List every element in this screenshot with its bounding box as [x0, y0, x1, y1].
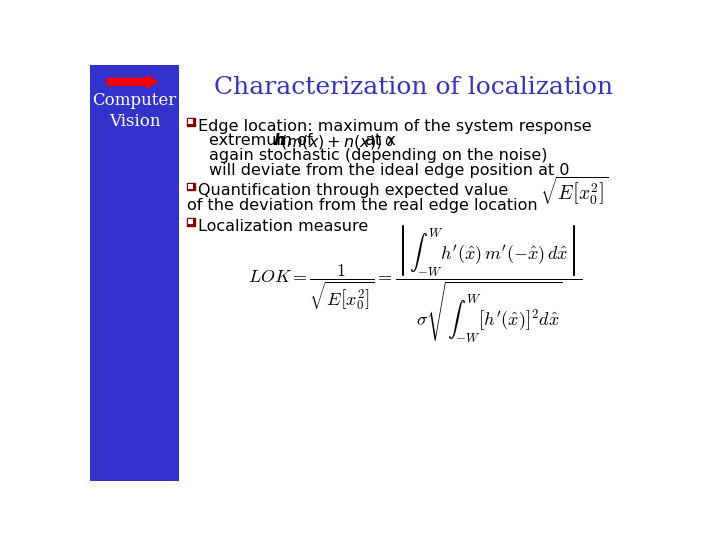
Bar [188, 119, 193, 124]
Bar [90, 65, 179, 481]
Text: will deviate from the ideal edge position at 0: will deviate from the ideal edge positio… [210, 163, 570, 178]
Text: Edge location: maximum of the system response: Edge location: maximum of the system res… [199, 119, 592, 134]
Text: h: h [274, 133, 285, 148]
Text: Characterization of localization: Characterization of localization [214, 76, 613, 99]
Text: again stochastic (depending on the noise): again stochastic (depending on the noise… [210, 148, 548, 163]
Text: 0: 0 [384, 137, 392, 150]
Bar [187, 218, 194, 226]
Bar [188, 184, 193, 189]
Bar [187, 183, 194, 190]
FancyArrow shape [107, 76, 158, 88]
Text: extremum of: extremum of [210, 133, 318, 148]
Text: Quantification through expected value: Quantification through expected value [199, 184, 509, 198]
Text: Computer
Vision: Computer Vision [92, 92, 176, 130]
Bar [188, 219, 193, 224]
Bar [187, 118, 194, 126]
Text: $\sqrt{E\left[x_0^2\right]}$: $\sqrt{E\left[x_0^2\right]}$ [541, 174, 609, 207]
Text: at x: at x [361, 133, 396, 148]
Text: $LOK = \dfrac{1}{\sqrt{E\left[x_0^2\right]}} = \dfrac{\left|\int_{-W}^{W} h'(\ha: $LOK = \dfrac{1}{\sqrt{E\left[x_0^2\righ… [248, 224, 583, 346]
Text: $(m(x)+n(x))$: $(m(x)+n(x))$ [280, 133, 382, 151]
Text: of the deviation from the real edge location: of the deviation from the real edge loca… [187, 198, 538, 213]
Text: Localization measure: Localization measure [199, 219, 369, 234]
